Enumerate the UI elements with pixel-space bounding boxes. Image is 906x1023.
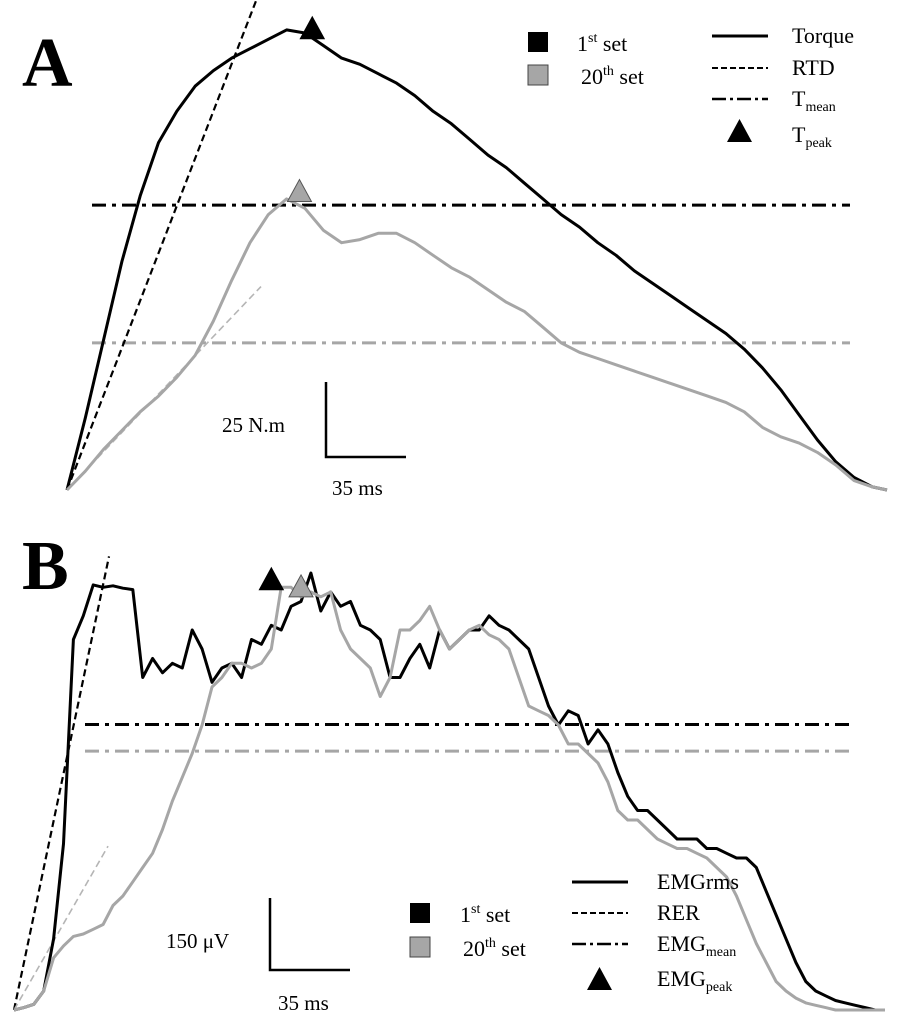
legend-label-emgrms: EMGrms bbox=[657, 869, 739, 894]
legend-marker-swatch-1st-set bbox=[528, 32, 548, 52]
legend-marker-label-20th-set: 20th set bbox=[581, 64, 644, 89]
panel-b-mean-lines bbox=[85, 723, 850, 753]
panel-b-scale-bar: 150 μV 35 ms bbox=[166, 898, 350, 1015]
panel-a-scale-x-label: 35 ms bbox=[332, 476, 383, 500]
legend-label-emgpeak: EMGpeak bbox=[657, 966, 732, 995]
panel-b-series-20th-set bbox=[13, 585, 885, 1012]
panel-b-peak-markers bbox=[258, 566, 314, 598]
panel-b-scale-bar-lines bbox=[268, 898, 350, 972]
panel-a-scale-bar: 25 N.m 35 ms bbox=[222, 382, 406, 500]
panel-a-scale-bar-lines bbox=[324, 382, 406, 459]
panel-a-legend-markers: 1st set 20th set bbox=[527, 31, 644, 89]
panel-a-series-20th-set bbox=[65, 197, 888, 492]
panel-a-peak-marker-1st-set bbox=[299, 15, 326, 40]
legend-marker-swatch-20th-set-b bbox=[409, 936, 431, 958]
panel-b-slope-line-1st-set bbox=[12, 556, 111, 1011]
panel-a-letter: A bbox=[22, 25, 73, 102]
legend-label-tmean: Tmean bbox=[792, 86, 836, 115]
legend-marker-swatch-1st-set-b bbox=[410, 903, 430, 923]
legend-marker-label-1st-set: 1st set bbox=[577, 31, 627, 56]
panel-a-scale-y-label: 25 N.m bbox=[222, 413, 285, 437]
legend-label-rtd: RTD bbox=[792, 55, 835, 80]
panel-a: A 1st set 20th set Torque RTD Tmean Tpea… bbox=[22, 0, 888, 500]
legend-label-rer: RER bbox=[657, 900, 700, 925]
legend-triangle-tpeak bbox=[727, 119, 752, 142]
panel-b-letter: B bbox=[22, 528, 69, 605]
panel-a-peak-marker-20th-set bbox=[286, 178, 313, 203]
panel-a-series-1st-set bbox=[65, 28, 888, 492]
legend-marker-swatch-20th-set bbox=[527, 64, 549, 86]
panel-b-rer-lines bbox=[12, 556, 111, 1011]
panel-b-scale-y-label: 150 μV bbox=[166, 929, 229, 953]
panel-a-series bbox=[65, 28, 888, 492]
legend-label-torque: Torque bbox=[792, 23, 854, 48]
panel-b-legend-markers: 1st set 20th set bbox=[409, 902, 526, 961]
panel-a-slope-line-1st-set bbox=[65, 0, 258, 491]
panel-b-legend-lines: EMGrms RER EMGmean EMGpeak bbox=[572, 869, 739, 995]
legend-triangle-emgpeak bbox=[587, 967, 612, 990]
legend-label-emgmean: EMGmean bbox=[657, 931, 736, 960]
panel-b-series-1st-set bbox=[13, 571, 885, 1012]
legend-marker-label-1st-set-b: 1st set bbox=[460, 902, 510, 927]
panel-b-slope-line-20th-set bbox=[13, 845, 109, 1011]
panel-a-peak-markers bbox=[286, 15, 326, 203]
panel-b-peak-marker-20th-set bbox=[288, 573, 314, 598]
legend-label-tpeak: Tpeak bbox=[792, 122, 832, 151]
legend-marker-label-20th-set-b: 20th set bbox=[463, 936, 526, 961]
panel-b-peak-marker-1st-set bbox=[258, 566, 285, 591]
panel-b-scale-x-label: 35 ms bbox=[278, 991, 329, 1015]
panel-a-legend-lines: Torque RTD Tmean Tpeak bbox=[712, 23, 854, 151]
panel-a-mean-lines bbox=[92, 203, 850, 345]
panel-b: B 1st set 20th set EMGrms RER EMGmean EM… bbox=[12, 528, 885, 1015]
panel-b-series bbox=[13, 571, 885, 1012]
